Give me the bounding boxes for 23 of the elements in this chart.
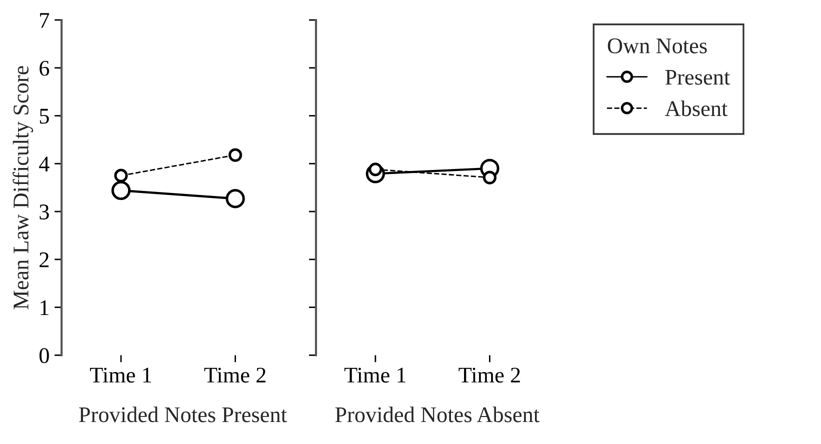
y-axis-title: Mean Law Difficulty Score xyxy=(12,66,34,310)
y-tick-label: 0 xyxy=(40,348,49,364)
y-tick-label: 6 xyxy=(40,60,50,76)
y-tick-label: 1 xyxy=(40,300,48,316)
point xyxy=(114,168,128,182)
y-tick-label: 7 xyxy=(40,13,50,28)
point xyxy=(111,180,131,200)
y-tick-label: 3 xyxy=(40,204,49,220)
x-tick-label: Time 2 xyxy=(458,368,520,383)
point xyxy=(482,170,497,184)
legend-label: Present xyxy=(665,70,730,85)
y-tick-label: 2 xyxy=(40,252,49,268)
x-tick-label: Time 2 xyxy=(204,368,266,383)
x-tick-label: Time 1 xyxy=(90,368,152,383)
x-axis-title: Provided Notes Absent xyxy=(335,406,540,422)
legend-title: Own Notes xyxy=(608,38,707,54)
x-tick-label: Time 1 xyxy=(344,368,406,383)
y-tick-label: 4 xyxy=(39,156,50,172)
point xyxy=(228,148,242,162)
y-tick-label: 5 xyxy=(40,108,49,124)
point xyxy=(226,189,245,208)
legend-label: Absent xyxy=(664,100,728,116)
x-axis-title: Provided Notes Present xyxy=(79,406,287,422)
